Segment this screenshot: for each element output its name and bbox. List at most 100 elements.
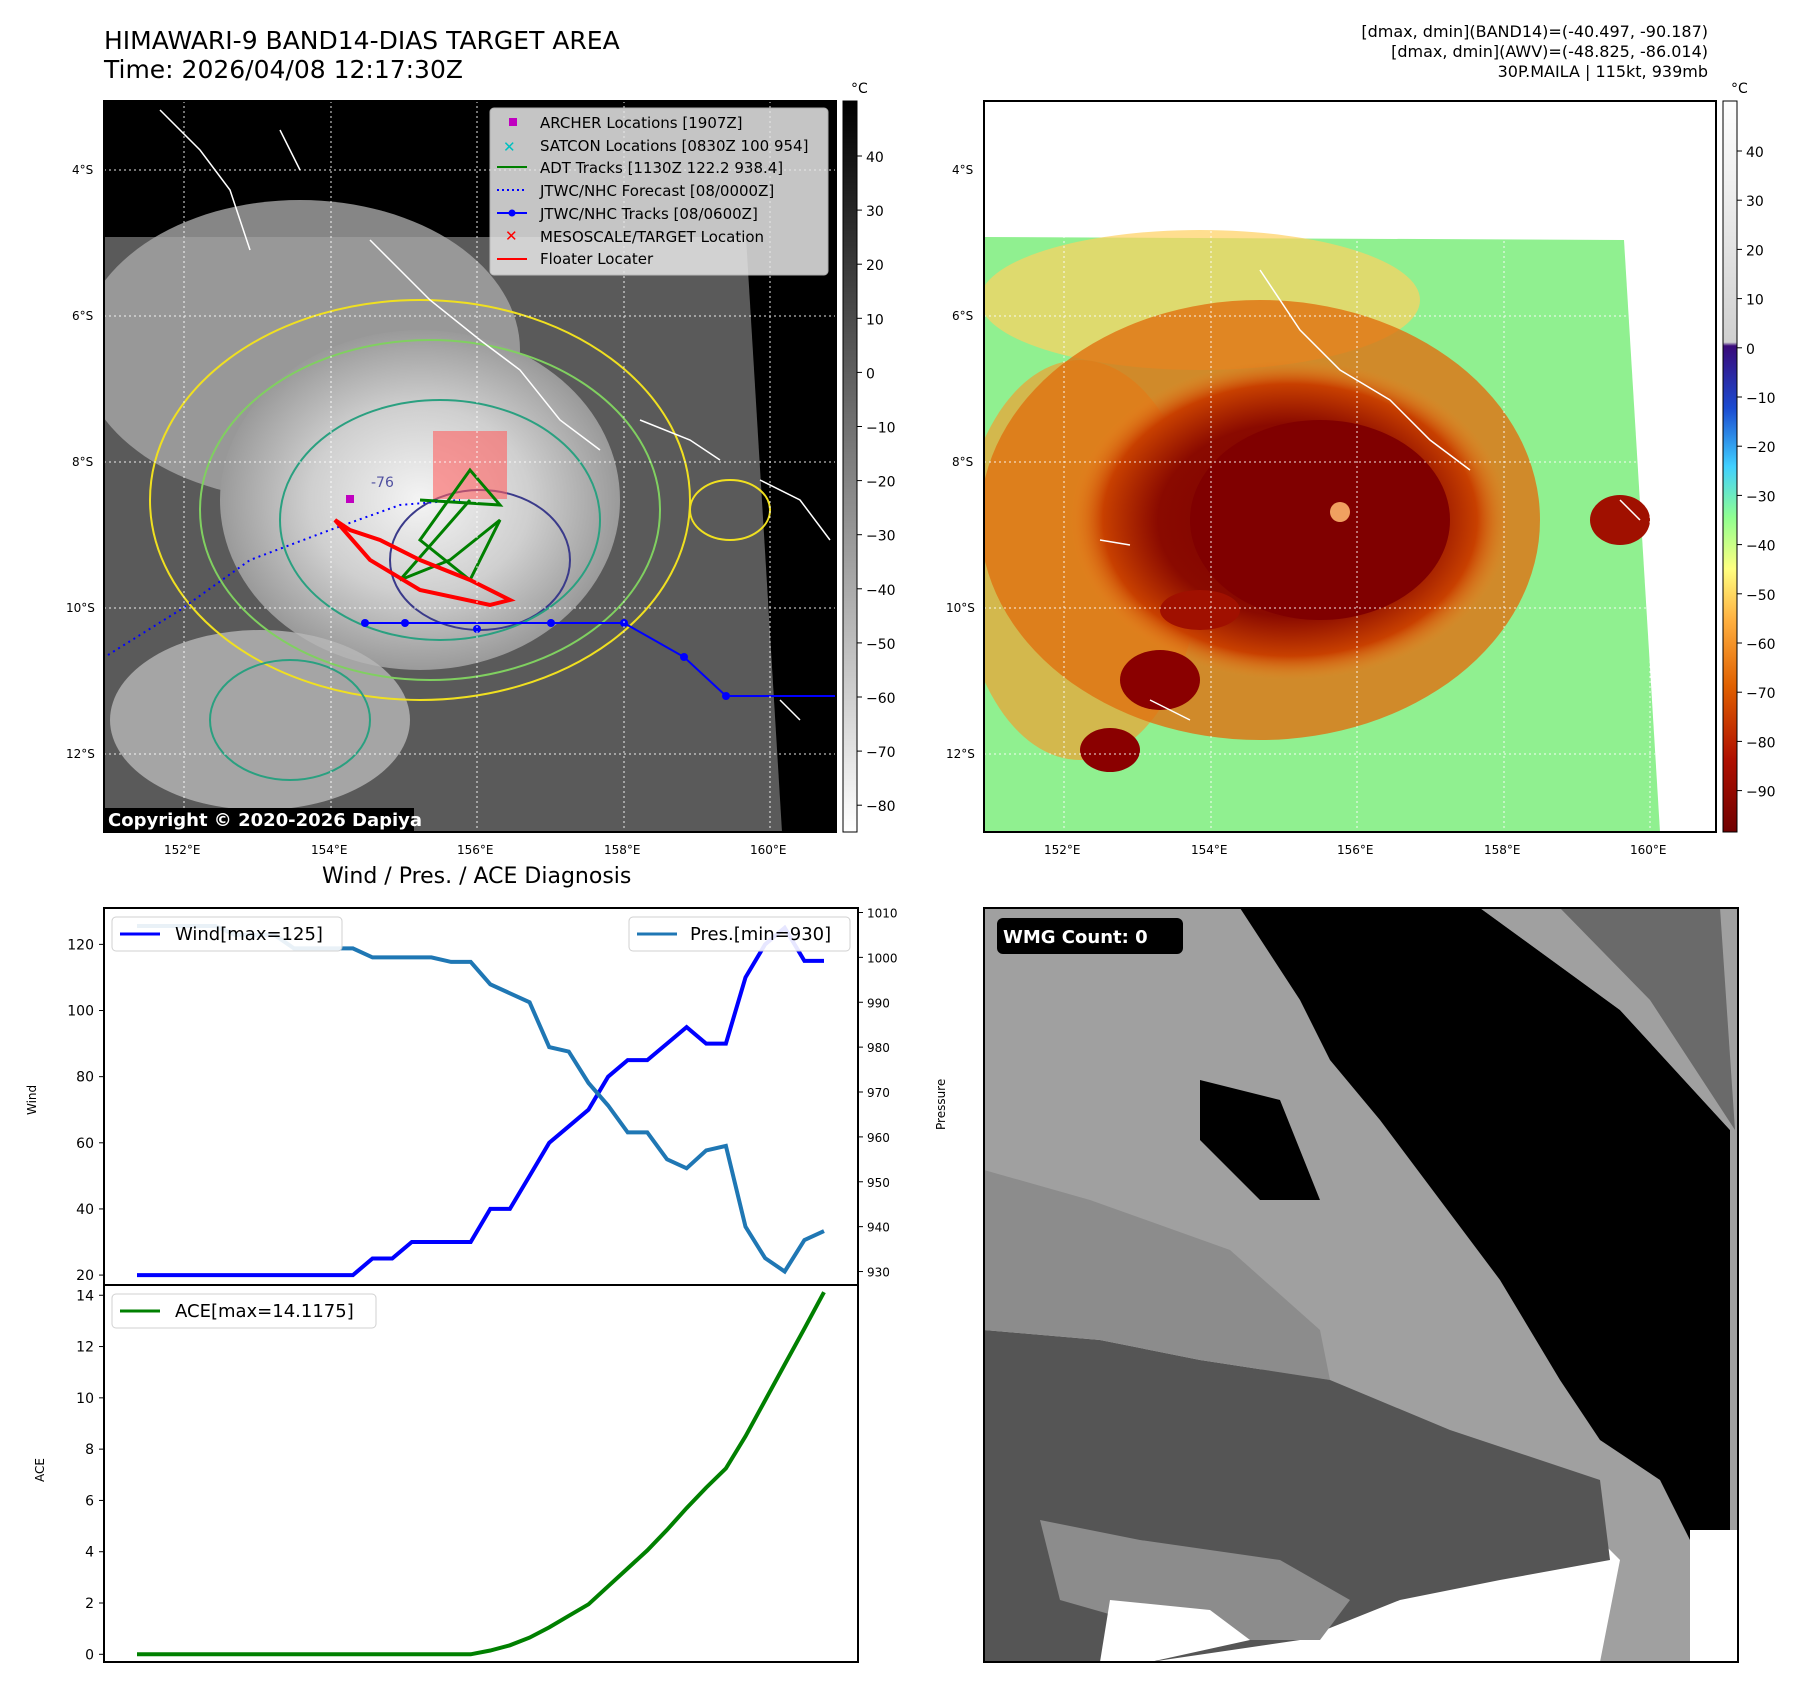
pressure-tick-label: 960 — [867, 1131, 890, 1145]
storm-info-text: 30P.MAILA | 115kt, 939mb — [1497, 62, 1708, 81]
lon-label: 158°E — [604, 843, 641, 857]
lon-label: 160°E — [750, 843, 787, 857]
ace-tick-label: 10 — [76, 1391, 94, 1407]
lat-label: 6°S — [72, 309, 93, 323]
pressure-axis-label: Pressure — [934, 1079, 948, 1130]
ace-legend-label: ACE[max=14.1175] — [175, 1301, 354, 1322]
wind-series-line — [137, 924, 824, 1278]
colorbar-unit: °C — [851, 81, 868, 97]
wind-tick-label: 60 — [76, 1136, 94, 1152]
legend-satcon-icon: ✕ — [503, 138, 516, 156]
awv-colorbar-tick-label: −80 — [1746, 735, 1776, 751]
ace-panel: 0 2 4 6 8 10 12 14 ACE ACE[max=14.1175] — [33, 1284, 859, 1663]
awv-colorbar-tick-label: 30 — [1746, 194, 1764, 210]
awv-colorbar-tick-label: −10 — [1746, 391, 1776, 407]
awv-colorbar-tick-label: 20 — [1746, 243, 1764, 259]
floater-locater-box — [433, 431, 507, 499]
pressure-legend-label: Pres.[min=930] — [690, 924, 831, 945]
awv-colorbar-tick-label: 40 — [1746, 145, 1764, 161]
ir-colorbar-tick-label: −50 — [866, 637, 896, 653]
wind-legend-label: Wind[max=125] — [175, 924, 323, 945]
ace-series-line — [137, 1291, 826, 1657]
ace-tick-label: 12 — [76, 1340, 94, 1356]
lat-label: 6°S — [952, 309, 973, 323]
ir-colorbar-tick-label: 10 — [866, 312, 884, 328]
legend-archer-icon — [509, 118, 517, 126]
pressure-tick-label: 940 — [867, 1221, 890, 1235]
ace-tick-label: 0 — [85, 1647, 94, 1663]
diagnosis-title: Wind / Pres. / ACE Diagnosis — [322, 864, 632, 889]
ir-colorbar-tick-label: −60 — [866, 691, 896, 707]
wind-tick-label: 20 — [76, 1268, 94, 1284]
colorbar-unit: °C — [1731, 81, 1748, 97]
pressure-tick-label: 1010 — [867, 906, 898, 920]
contour-label: -76 — [371, 475, 394, 491]
lon-label: 152°E — [164, 843, 201, 857]
lon-label: 156°E — [457, 843, 494, 857]
ace-tick-label: 8 — [85, 1442, 94, 1458]
awv-colorbar-tick-label: −20 — [1746, 440, 1776, 456]
wind-tick-label: 120 — [67, 937, 94, 953]
legend-label: MESOSCALE/TARGET Location — [540, 228, 764, 246]
awv-colorbar-tick-label: 10 — [1746, 293, 1764, 309]
wind-tick-label: 80 — [76, 1070, 94, 1086]
lat-label: 4°S — [952, 163, 973, 177]
legend-label: JTWC/NHC Tracks [08/0600Z] — [539, 205, 758, 223]
legend-label: JTWC/NHC Forecast [08/0000Z] — [539, 182, 774, 200]
archer-marker — [346, 495, 354, 503]
lat-label: 10°S — [66, 601, 95, 615]
ace-legend: ACE[max=14.1175] — [111, 1293, 377, 1329]
lat-label: 4°S — [72, 163, 93, 177]
lat-label: 10°S — [946, 601, 975, 615]
ace-tick-label: 14 — [76, 1288, 94, 1304]
jtwc-track — [365, 622, 836, 697]
awv-range-text: [dmax, dmin](AWV)=(-48.825, -86.014) — [1391, 42, 1708, 61]
lat-label: 8°S — [72, 455, 93, 469]
legend-label: SATCON Locations [0830Z 100 954] — [540, 137, 808, 155]
floater-locater-track — [333, 518, 516, 608]
awv-colorbar-tick-label: −30 — [1746, 489, 1776, 505]
awv-map-panel: 4°S 6°S 8°S 10°S 12°S 152°E 154°E 156°E … — [946, 100, 1717, 857]
ace-tick-label: 4 — [85, 1545, 94, 1561]
pressure-tick-label: 970 — [867, 1086, 890, 1100]
lon-label: 156°E — [1337, 843, 1374, 857]
ir-map-panel: -76 Copyright © 2020-2026 Dapiya ✕ ✕ — [66, 100, 837, 857]
awv-colorbar: °C 40 30 20 10 0 −10 −20 −30 −40 −50 −60 −70 −80 −90 — [1722, 81, 1776, 833]
ir-colorbar-tick-label: −10 — [866, 421, 896, 437]
ir-colorbar: °C 40 30 20 10 0 −10 −20 −30 −40 −50 −60 −70 −80 — [842, 81, 896, 833]
legend-label: ADT Tracks [1130Z 122.2 938.4] — [540, 159, 783, 177]
wind-axis-label: Wind — [25, 1085, 39, 1115]
wmg-panel: WMG Count: 0 — [983, 907, 1739, 1663]
legend-label: ARCHER Locations [1907Z] — [540, 114, 743, 132]
awv-colorbar-tick-label: 0 — [1746, 342, 1755, 358]
pressure-tick-label: 950 — [867, 1176, 890, 1190]
legend-label: Floater Locater — [540, 250, 654, 268]
ir-legend: ✕ ✕ ARCHER Locations [1907Z] SATCON Loca… — [489, 107, 829, 276]
ir-colorbar-tick-label: −70 — [866, 745, 896, 761]
lon-label: 152°E — [1044, 843, 1081, 857]
lat-label: 8°S — [952, 455, 973, 469]
awv-colorbar-tick-label: −70 — [1746, 686, 1776, 702]
awv-colorbar-tick-label: −40 — [1746, 539, 1776, 555]
wind-tick-label: 100 — [67, 1004, 94, 1020]
ir-colorbar-tick-label: 20 — [866, 258, 884, 274]
pressure-tick-label: 980 — [867, 1041, 890, 1055]
ace-tick-label: 2 — [85, 1596, 94, 1612]
band14-range-text: [dmax, dmin](BAND14)=(-40.497, -90.187) — [1361, 22, 1708, 41]
ir-colorbar-tick-label: 0 — [866, 366, 875, 382]
lat-label: 12°S — [946, 747, 975, 761]
pressure-tick-label: 990 — [867, 996, 890, 1010]
lon-label: 154°E — [1191, 843, 1228, 857]
pressure-tick-label: 930 — [867, 1266, 890, 1280]
ace-axis-label: ACE — [33, 1458, 47, 1482]
awv-colorbar-tick-label: −60 — [1746, 637, 1776, 653]
wmg-count-badge — [997, 918, 1183, 954]
ace-tick-label: 6 — [85, 1493, 94, 1509]
awv-colorbar-tick-label: −90 — [1746, 785, 1776, 801]
awv-colorbar-tick-label: −50 — [1746, 588, 1776, 604]
wind-pressure-panel: 20 40 60 80 100 120 930 940 950 960 970 980 990 1000 1… — [25, 906, 948, 1286]
ir-colorbar-tick-label: 40 — [866, 150, 884, 166]
wmg-count-label: WMG Count: 0 — [1003, 927, 1148, 948]
pressure-tick-label: 1000 — [867, 951, 898, 965]
